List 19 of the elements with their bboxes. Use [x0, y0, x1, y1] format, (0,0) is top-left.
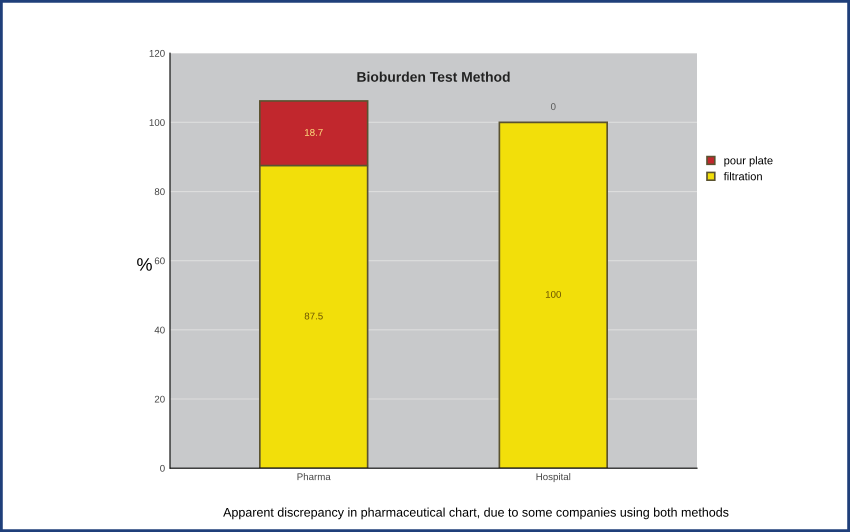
data-label: 18.7 — [305, 128, 323, 136]
legend-label: filtration — [724, 172, 762, 180]
y-tick-label: 80 — [154, 188, 165, 196]
y-tick-label: 60 — [154, 257, 165, 264]
bar — [498, 122, 608, 468]
y-tick-label: 40 — [154, 326, 165, 334]
data-label: 0 — [550, 103, 556, 110]
y-tick-label: 0 — [160, 464, 165, 472]
x-tick-label: Hospital — [536, 473, 570, 482]
data-label: 100 — [546, 290, 562, 298]
y-tick-label: 120 — [150, 50, 165, 57]
text: Apparent discrepancy in pharmaceutical chart, due to some companies using both methods — [223, 508, 728, 520]
y-tick-label: 100 — [150, 119, 165, 126]
y-axis-title: % — [137, 258, 152, 271]
data-label: 87.5 — [304, 312, 323, 320]
y-tick-label: 20 — [154, 396, 165, 403]
legend-label: pour plate — [724, 156, 773, 167]
x-tick-label: Pharma — [298, 473, 331, 480]
text: Bioburden Test Method — [357, 72, 510, 82]
